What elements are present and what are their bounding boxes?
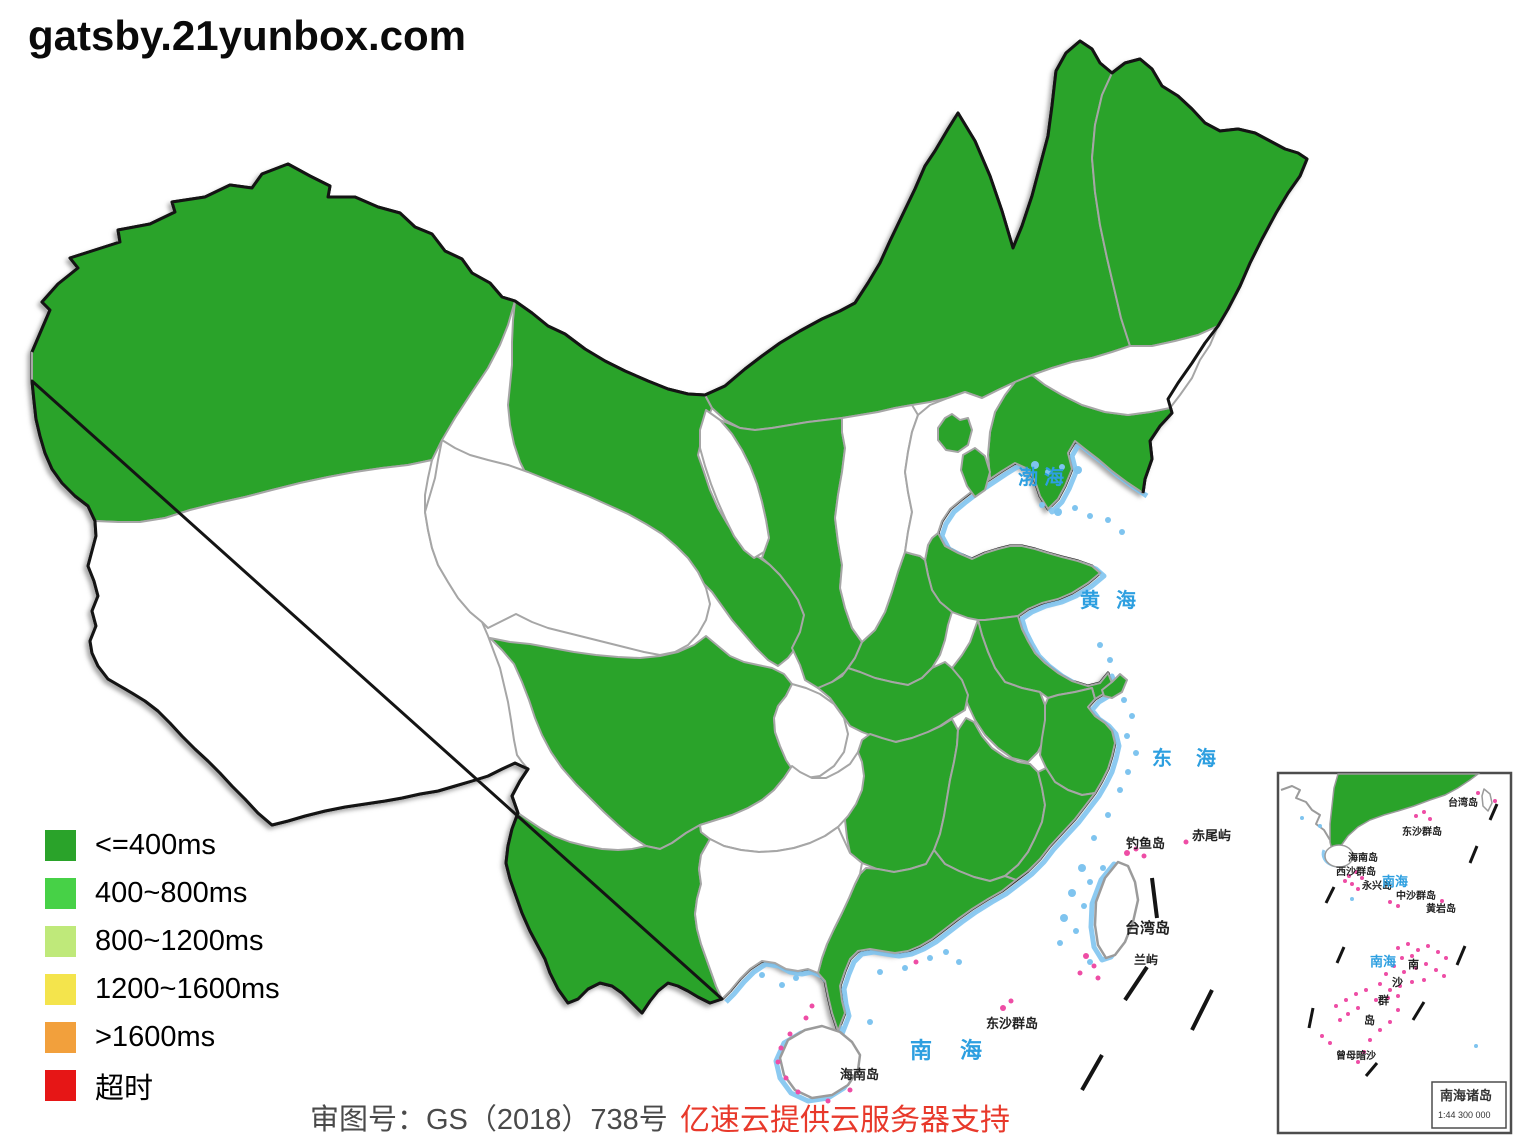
legend-label: <=400ms <box>95 829 216 861</box>
lanyu-label: 兰屿 <box>1134 952 1158 967</box>
inset-box-title: 南海诸岛 <box>1440 1088 1492 1103</box>
province-heilongjiang <box>1091 58 1308 347</box>
inset-dongshaqundao-label: 东沙群岛 <box>1402 825 1442 838</box>
inset-labels: 台湾岛 东沙群岛 海南岛 西沙群岛 永兴岛 中沙群岛 黄岩岛 南沙群岛 曾母暗沙… <box>1336 796 1478 1062</box>
taiwan-island <box>1093 860 1140 960</box>
nanhai-sea-label: 南海 <box>910 1038 982 1063</box>
province-shanghai <box>1101 673 1128 699</box>
legend-label: >1600ms <box>95 1021 216 1053</box>
legend-label: 1200~1600ms <box>95 973 280 1005</box>
diaoyudao-label: 钓鱼岛 <box>1126 836 1165 851</box>
legend-swatch-le400 <box>45 830 76 861</box>
inset-mainland-green <box>1329 773 1481 861</box>
legend-label: 400~800ms <box>95 877 248 909</box>
inset-blue-dots <box>1300 816 1478 1048</box>
page-title: gatsby.21yunbox.com <box>28 12 467 59</box>
inset-hainan-island <box>1324 844 1354 868</box>
inset-box-scale: 1:44 300 000 <box>1438 1110 1491 1120</box>
inset-zhongshaqundao-label: 中沙群岛 <box>1396 889 1436 902</box>
bohai-sea-label: 渤海 <box>1018 465 1064 489</box>
province-shanxi <box>834 404 919 643</box>
legend-item: 超时 <box>45 1070 280 1105</box>
inset-pink-dots <box>1320 791 1497 1064</box>
chiweiyu-label: 赤尾屿 <box>1192 828 1231 843</box>
legend-item: 400~800ms <box>45 877 280 909</box>
inset-dash-line <box>1307 803 1499 1077</box>
inset-hainandao-label: 海南岛 <box>1348 851 1378 864</box>
province-anhui <box>951 619 1049 763</box>
provinces-no-data <box>87 325 1219 1000</box>
national-border <box>30 39 1309 1015</box>
province-guangxi <box>694 826 863 1000</box>
legend-swatch-400-800 <box>45 878 76 909</box>
inset-nanhai-lower-label: 南海 <box>1370 954 1396 969</box>
legend-item: <=400ms <box>45 829 280 861</box>
legend-item: 800~1200ms <box>45 925 280 957</box>
inset-frame <box>1276 771 1513 1135</box>
sea-labels: 渤海 黄海 东海 南海 <box>910 465 1216 1063</box>
latency-legend: <=400ms 400~800ms 800~1200ms 1200~1600ms… <box>45 829 280 1118</box>
province-fujian <box>1004 767 1096 881</box>
province-beijing <box>937 413 973 453</box>
island-labels: 钓鱼岛 赤尾屿 台湾岛 兰屿 东沙群岛 海南岛 <box>840 828 1231 1082</box>
inset-nanhai-upper-label: 南海 <box>1382 874 1408 889</box>
inset-nanshaqundao-label: 南沙群岛 <box>1364 957 1419 1027</box>
legend-item: 1200~1600ms <box>45 973 280 1005</box>
pink-island-dots <box>775 839 1189 1104</box>
legend-swatch-gt1600 <box>45 1022 76 1053</box>
province-shandong <box>924 532 1101 621</box>
huanghai-sea-label: 黄海 <box>1080 588 1136 612</box>
inset-yongxingdao-label: 永兴岛 <box>1361 879 1392 892</box>
hainan-island <box>778 1024 862 1100</box>
sponsor-note: 亿速云提供云服务器支持 <box>680 1104 1010 1137</box>
inset-taiwandao-label: 台湾岛 <box>1448 796 1478 809</box>
legend-label: 超时 <box>95 1072 154 1105</box>
province-qinghai <box>424 439 711 656</box>
inset-xishaqundao-label: 西沙群岛 <box>1336 865 1376 878</box>
inset-taiwan-island <box>1481 788 1493 812</box>
hainandao-label: 海南岛 <box>840 1067 879 1082</box>
inset-zengmuansha-label: 曾母暗沙 <box>1336 1049 1376 1062</box>
china-landmass <box>30 39 1309 1037</box>
islands <box>773 860 1140 1104</box>
taiwandao-label: 台湾岛 <box>1125 919 1170 937</box>
dongshaqundao-label: 东沙群岛 <box>986 1016 1038 1031</box>
legend-item: >1600ms <box>45 1021 280 1053</box>
donghai-sea-label: 东海 <box>1152 746 1216 770</box>
legend-swatch-timeout <box>45 1070 76 1101</box>
legend-label: 800~1200ms <box>95 925 264 957</box>
south-china-sea-inset: 台湾岛 东沙群岛 海南岛 西沙群岛 永兴岛 中沙群岛 黄岩岛 南沙群岛 曾母暗沙… <box>1276 771 1513 1135</box>
map-license-number: 审图号：GS（2018）738号 <box>310 1104 668 1136</box>
inset-huangyandao-label: 黄岩岛 <box>1426 902 1456 915</box>
province-tianjin <box>960 447 991 498</box>
province-hebei <box>904 381 1016 561</box>
coastal-blue-dots <box>759 461 1139 1025</box>
legend-swatch-1200-1600 <box>45 974 76 1005</box>
legend-swatch-800-1200 <box>45 926 76 957</box>
nine-dash-line-segments <box>1080 877 1214 1091</box>
province-ningxia <box>699 409 770 559</box>
inset-title-box: 南海诸岛 1:44 300 000 <box>1431 1081 1507 1129</box>
